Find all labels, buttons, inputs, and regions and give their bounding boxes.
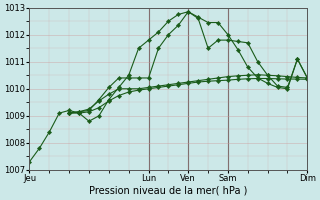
X-axis label: Pression niveau de la mer( hPa ): Pression niveau de la mer( hPa ): [89, 186, 248, 196]
